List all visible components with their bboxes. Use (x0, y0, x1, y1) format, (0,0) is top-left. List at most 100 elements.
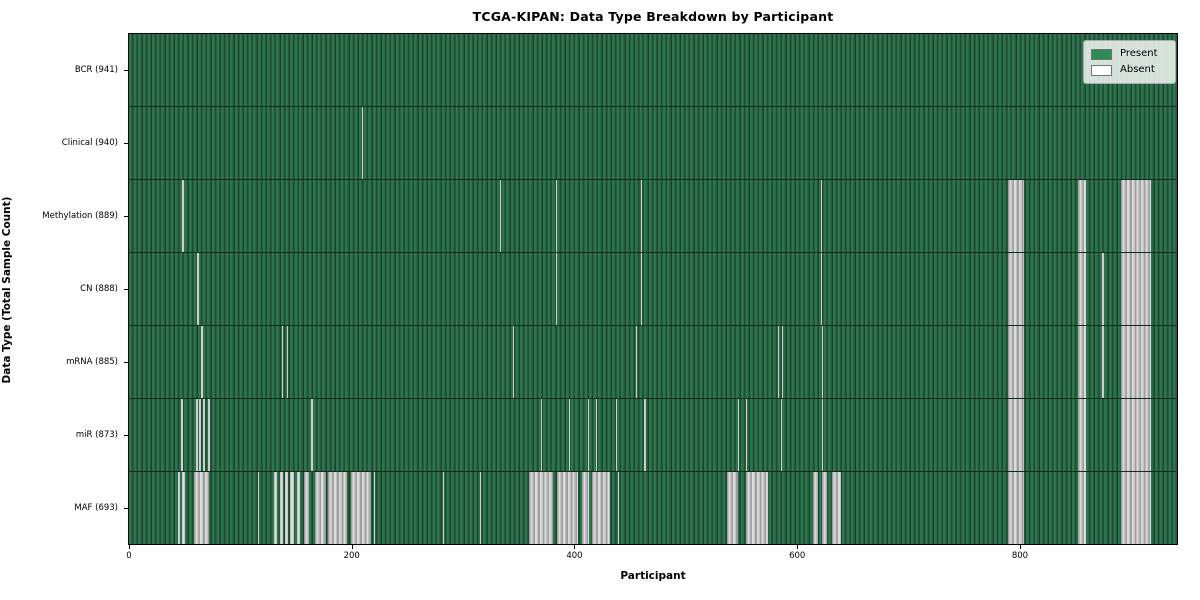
legend-swatch-present (1091, 48, 1112, 60)
absent-stripe (513, 326, 515, 398)
absent-stripe (615, 399, 617, 471)
absent-stripe (555, 180, 557, 252)
absent-stripe (1007, 180, 1025, 252)
heatmap-row-methylation (129, 180, 1177, 253)
absent-stripe (303, 472, 310, 544)
absent-stripe (821, 399, 823, 471)
x-tick-label-400: 400 (566, 551, 583, 561)
x-axis-title: Participant (620, 570, 686, 582)
x-tick-label-600: 600 (789, 551, 806, 561)
absent-stripe (195, 399, 199, 471)
absent-stripe (821, 326, 823, 398)
absent-stripe (350, 472, 371, 544)
absent-stripe (587, 399, 590, 471)
absent-stripe (328, 472, 348, 544)
absent-stripe (541, 399, 543, 471)
chart-title: TCGA-KIPAN: Data Type Breakdown by Parti… (472, 9, 834, 24)
absent-stripe (738, 399, 740, 471)
absent-stripe (479, 472, 481, 544)
absent-stripe (820, 253, 822, 325)
legend-item-absent: Absent (1091, 62, 1168, 78)
absent-stripe (196, 253, 200, 325)
x-tick-mark (129, 545, 130, 549)
x-tick-mark (797, 545, 799, 549)
absent-stripe (1121, 472, 1152, 544)
x-tick-mark (574, 545, 576, 549)
y-tick-label-mir: miR (873) (75, 429, 118, 440)
absent-stripe (1007, 326, 1025, 398)
absent-stripe (193, 472, 210, 544)
absent-stripe (592, 472, 611, 544)
absent-stripe (582, 472, 589, 544)
absent-stripe (374, 472, 376, 544)
absent-stripe (310, 399, 313, 471)
absent-stripe (821, 472, 828, 544)
heatmap-row-cn (129, 253, 1177, 326)
absent-stripe (1077, 472, 1086, 544)
absent-stripe (443, 472, 445, 544)
heatmap-plot-area (128, 33, 1178, 545)
absent-stripe (745, 472, 769, 544)
heatmap-row-bcr (129, 34, 1177, 107)
y-tick-mark (124, 434, 128, 436)
absent-stripe (780, 399, 782, 471)
heatmap-row-mrna (129, 326, 1177, 399)
absent-stripe (1121, 326, 1152, 398)
absent-stripe (280, 472, 283, 544)
absent-stripe (1007, 472, 1025, 544)
absent-stripe (1121, 399, 1152, 471)
y-tick-mark (124, 361, 128, 363)
absent-stripe (314, 472, 327, 544)
legend-item-present: Present (1091, 46, 1168, 62)
absent-stripe (556, 472, 578, 544)
absent-stripe (595, 399, 597, 471)
absent-stripe (287, 326, 289, 398)
legend-label: Present (1120, 48, 1158, 59)
absent-stripe (617, 472, 620, 544)
absent-stripe (635, 326, 637, 398)
absent-stripe (297, 472, 301, 544)
absent-stripe (1077, 399, 1086, 471)
legend-swatch-absent (1091, 64, 1112, 76)
absent-stripe (361, 107, 363, 179)
absent-stripe (201, 326, 203, 398)
absent-stripe (568, 399, 571, 471)
x-tick-mark (1019, 545, 1021, 549)
x-tick-label-200: 200 (343, 551, 360, 561)
absent-stripe (1121, 253, 1152, 325)
legend: Present Absent (1083, 40, 1176, 84)
absent-stripe (181, 399, 183, 471)
absent-stripe (727, 472, 739, 544)
y-tick-label-maf: MAF (693) (74, 502, 118, 513)
heatmap-row-clinical (129, 107, 1177, 180)
y-tick-mark (124, 143, 128, 145)
absent-stripe (831, 472, 841, 544)
absent-stripe (812, 472, 819, 544)
absent-stripe (1121, 180, 1152, 252)
x-tick-mark (351, 545, 353, 549)
absent-stripe (202, 399, 205, 471)
absent-stripe (499, 180, 502, 252)
absent-stripe (781, 326, 783, 398)
absent-stripe (178, 472, 181, 544)
absent-stripe (1077, 180, 1086, 252)
absent-stripe (820, 180, 822, 252)
x-tick-label-800: 800 (1011, 551, 1029, 561)
absent-stripe (273, 472, 278, 544)
absent-stripe (208, 399, 211, 471)
y-tick-label-cn: CN (888) (80, 284, 118, 294)
absent-stripe (745, 399, 748, 471)
absent-stripe (258, 472, 260, 544)
y-tick-label-methylation: Methylation (889) (42, 211, 118, 222)
absent-stripe (528, 472, 554, 544)
y-tick-label-clinical: Clinical (940) (61, 138, 118, 149)
heatmap-row-mir (129, 399, 1177, 472)
heatmap-row-maf (129, 472, 1177, 544)
absent-stripe (284, 472, 289, 544)
absent-stripe (1077, 326, 1086, 398)
absent-stripe (641, 180, 643, 252)
x-tick-label-0: 0 (126, 551, 132, 561)
absent-stripe (182, 180, 184, 252)
absent-stripe (643, 399, 646, 471)
